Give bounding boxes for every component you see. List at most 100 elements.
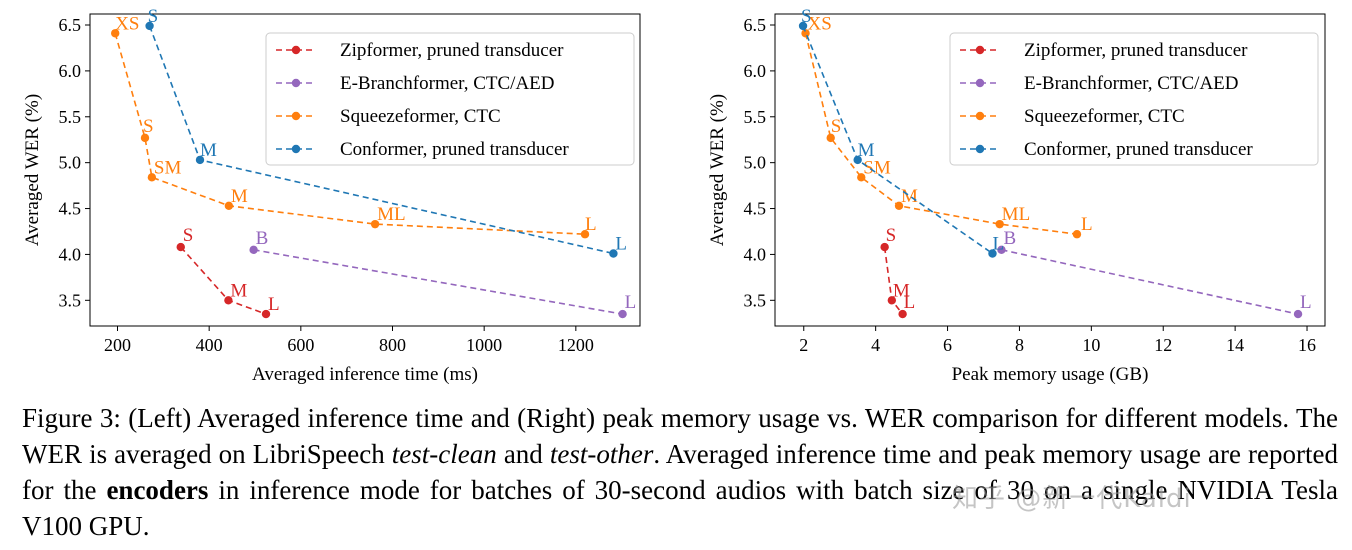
legend-marker <box>291 144 301 154</box>
data-point <box>224 201 234 210</box>
data-point <box>988 249 997 258</box>
x-tick-label: 6 <box>943 335 952 355</box>
x-tick-label: 8 <box>1015 335 1024 355</box>
x-tick-label: 800 <box>379 335 406 355</box>
legend-entry: Conformer, pruned transducer <box>1024 139 1253 160</box>
x-tick-label: 600 <box>287 335 314 355</box>
series-conformer: SML <box>798 6 1004 258</box>
data-point <box>898 309 907 319</box>
legend-entry: E-Branchformer, CTC/AED <box>1024 73 1239 94</box>
series-line <box>253 249 623 315</box>
data-point <box>609 249 618 258</box>
data-point-label: S <box>801 6 812 27</box>
chart-legend: Zipformer, pruned transducer E-Branchform… <box>949 32 1319 166</box>
caption-bold-encoders: encoders <box>106 475 209 505</box>
data-point-label: S <box>148 6 159 27</box>
caption-text-3: . Averaged inference time and peak memor… <box>22 439 1338 505</box>
data-point <box>261 309 271 319</box>
x-tick-label: 1200 <box>558 335 594 355</box>
data-point-label: S <box>831 116 842 137</box>
data-point-label: L <box>585 214 597 235</box>
legend-marker <box>291 111 301 121</box>
data-point-label: L <box>1300 292 1312 313</box>
series-line <box>114 33 586 235</box>
data-point <box>887 296 897 305</box>
data-point <box>370 219 380 229</box>
series-zipformer: S ML <box>880 225 916 319</box>
series-e-branchformer: BL <box>997 228 1312 319</box>
series-line <box>804 33 1078 235</box>
x-axis-label: Averaged inference time (ms) <box>252 364 478 385</box>
data-point <box>853 155 862 165</box>
legend-entry: E-Branchformer, CTC/AED <box>340 73 555 94</box>
x-tick-label: 2 <box>799 335 808 355</box>
legend-marker <box>975 78 985 88</box>
y-tick-label: 5.0 <box>744 153 767 173</box>
data-point <box>826 133 835 143</box>
series-line <box>1001 249 1299 315</box>
x-axis-label: Peak memory usage (GB) <box>952 364 1149 385</box>
data-point <box>1293 309 1303 319</box>
plot-frame <box>774 13 1326 327</box>
data-point <box>997 245 1006 255</box>
data-point-label: SM <box>154 157 182 178</box>
x-tick-label: 1000 <box>466 335 502 355</box>
x-tick-label: 10 <box>1082 335 1100 355</box>
legend-box <box>265 32 635 166</box>
data-point-label: M <box>858 140 875 161</box>
figure: 200 400 600 800 1000 1200 3.5 4.0 4.5 5.0 5.5 6.0 6.… <box>22 6 1326 385</box>
x-tick-label: 4 <box>871 335 880 355</box>
data-point <box>249 245 258 255</box>
y-tick-label: 4.0 <box>744 244 767 264</box>
series-line <box>180 246 267 315</box>
data-point-label: M <box>230 280 247 301</box>
y-tick-label: 4.0 <box>59 244 82 264</box>
legend-entry: Squeezeformer, CTC <box>340 106 501 127</box>
data-point <box>798 21 808 31</box>
data-point-label: L <box>904 292 916 313</box>
legend-entry: Zipformer, pruned transducer <box>340 40 564 61</box>
data-point <box>580 230 590 239</box>
data-point <box>880 242 889 252</box>
y-tick-label: 6.5 <box>59 15 82 35</box>
y-axis-label: Averaged WER (%) <box>707 94 728 246</box>
chart-legend: Zipformer, pruned transducer E-Branchform… <box>265 32 635 166</box>
series-e-branchformer: BL <box>249 228 636 319</box>
data-point-label: L <box>1081 214 1093 235</box>
chart-panel-right: 2 4 6 8 10 12 14 16 3.5 4.0 4.5 5.0 5.5 6.0 6.5 Peak me… <box>707 6 1326 385</box>
caption-text-2: and <box>496 439 550 469</box>
caption-italic-test-clean: test-clean <box>391 439 497 469</box>
y-tick-label: 5.0 <box>59 153 82 173</box>
data-point <box>195 155 205 165</box>
data-point <box>147 173 157 182</box>
data-point <box>224 296 233 305</box>
data-point-label: B <box>1003 228 1016 249</box>
data-point-label: M <box>893 280 910 301</box>
data-point-label: L <box>615 234 627 255</box>
chart-panel-left: 200 400 600 800 1000 1200 3.5 4.0 4.5 5.0 5.5 6.0 6.… <box>22 6 641 385</box>
data-point-label: M <box>901 186 918 207</box>
legend-marker <box>975 111 985 121</box>
x-tick-label: 16 <box>1298 335 1316 355</box>
caption-text-1: Figure 3: (Left) Averaged inference time… <box>22 403 1338 469</box>
y-tick-label: 6.0 <box>744 61 767 81</box>
x-tick-label: 200 <box>104 335 131 355</box>
legend-entry: Zipformer, pruned transducer <box>1024 40 1248 61</box>
legend-marker <box>291 78 301 88</box>
figure-svg: 200 400 600 800 1000 1200 3.5 4.0 4.5 5.0 5.5 6.0 6.… <box>22 6 1326 385</box>
data-point-label: S <box>886 225 897 246</box>
data-point <box>995 219 1004 229</box>
data-point <box>1072 230 1082 239</box>
y-axis-label: Averaged WER (%) <box>22 94 43 246</box>
legend-entry: Squeezeformer, CTC <box>1024 106 1185 127</box>
y-tick-label: 6.5 <box>744 15 767 35</box>
data-point-label: XS <box>115 13 139 34</box>
data-point <box>111 29 120 38</box>
x-tick-label: 12 <box>1154 335 1172 355</box>
data-point <box>894 201 904 210</box>
series-conformer: SM L <box>145 6 627 258</box>
caption-italic-test-other: test-other <box>549 439 654 469</box>
y-tick-label: 5.5 <box>744 107 767 127</box>
